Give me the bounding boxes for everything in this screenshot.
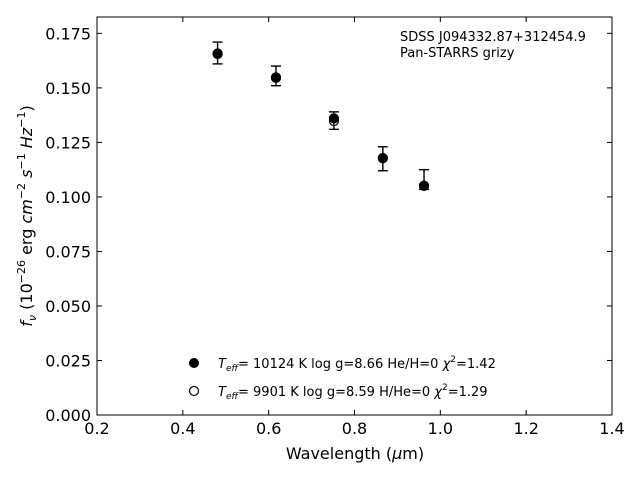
- legend-marker-open: [188, 385, 200, 397]
- plot-frame: [96, 16, 613, 416]
- x-tick-label: 1.2: [513, 419, 538, 438]
- x-tick-label: 0.6: [256, 419, 281, 438]
- data-marks: [212, 41, 430, 192]
- x-axis-label: Wavelength (μm): [286, 444, 424, 463]
- y-tick-label: 0.025: [45, 351, 91, 370]
- x-tick-label: 0.2: [84, 419, 109, 438]
- y-tick-label: 0.125: [45, 133, 91, 152]
- model-point-open: [418, 180, 430, 192]
- model-point-filled: [328, 113, 339, 124]
- plot-area: [96, 16, 613, 416]
- y-tick-label: 0.175: [45, 24, 91, 43]
- y-tick-label: 0.100: [45, 188, 91, 207]
- y-tick-label: 0.150: [45, 79, 91, 98]
- legend-label-filled: Teff= 10124 K log g=8.66 He/H=0 χ2=1.42: [218, 355, 496, 374]
- model-point-open: [270, 72, 282, 83]
- x-axis: 0.2 0.4 0.6 0.8 1.0 1.2 1.4: [84, 17, 625, 438]
- y-axis-label: fν (10−26 erg cm−2 s−1 Hz−1): [15, 105, 39, 326]
- x-tick-label: 1.4: [599, 419, 624, 438]
- legend-marker-filled: [189, 358, 199, 368]
- legend: Teff= 10124 K log g=8.66 He/H=0 χ2=1.42 …: [188, 355, 496, 402]
- model-point-open: [212, 48, 223, 60]
- y-tick-label: 0.075: [45, 242, 91, 261]
- y-tick-label: 0.050: [45, 297, 91, 316]
- y-axis: 0.000 0.025 0.050 0.075 0.100 0.125 0.150 0.175: [45, 24, 612, 425]
- model-point-open: [377, 152, 388, 164]
- legend-label-open: Teff= 9901 K log g=8.59 H/He=0 χ2=1.29: [218, 383, 488, 402]
- x-tick-label: 0.4: [170, 419, 195, 438]
- x-tick-label: 0.8: [342, 419, 367, 438]
- model-point-open: [328, 115, 339, 127]
- y-tick-label: 0.000: [45, 406, 91, 425]
- chart-annotation-line2: Pan-STARRS grizy: [400, 46, 515, 61]
- x-tick-label: 1.0: [428, 419, 453, 438]
- chart-annotation-line1: SDSS J094332.87+312454.9: [400, 30, 586, 45]
